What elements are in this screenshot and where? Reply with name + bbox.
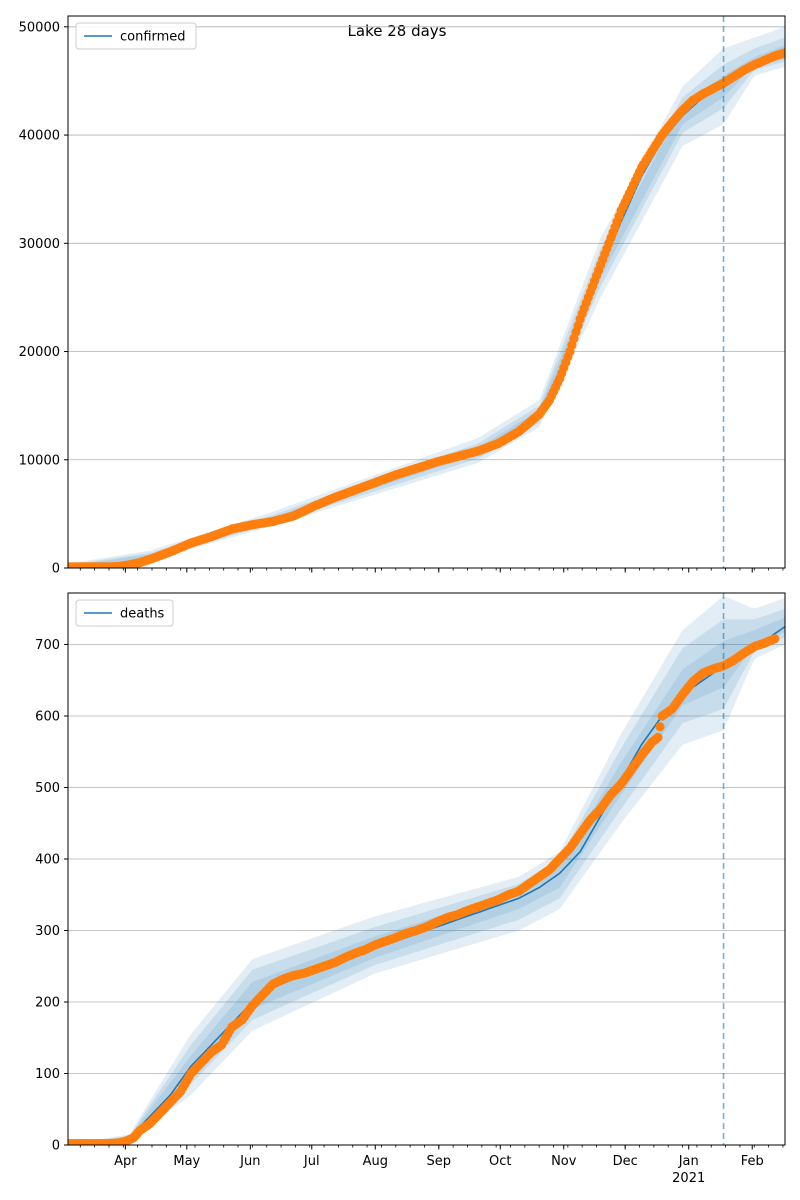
axes-frame <box>67 592 786 1146</box>
observed-point <box>780 48 785 58</box>
y-tick-label: 40000 <box>19 129 60 144</box>
legend-box <box>75 599 174 627</box>
observed-point <box>770 634 780 644</box>
confirmed-plot-area <box>68 16 785 568</box>
uncertainty-band-2 <box>68 45 785 568</box>
x-tick-label-jul: Jul <box>303 1154 320 1169</box>
y-tick-label: 500 <box>35 781 60 796</box>
x-tick-label-feb: Feb <box>741 1154 764 1169</box>
y-tick-label: 100 <box>35 1067 60 1082</box>
x-year-label: 2021 <box>672 1171 705 1186</box>
observed-point <box>653 732 663 743</box>
x-tick-label-dec: Dec <box>613 1154 638 1169</box>
x-tick-label-sep: Sep <box>427 1154 452 1169</box>
y-tick-label: 400 <box>35 852 60 867</box>
observed-point <box>655 722 665 732</box>
x-tick-label-oct: Oct <box>489 1154 511 1169</box>
axes-frame <box>67 15 786 569</box>
deaths-chart: 0 100 200 300 400 500 600 700 Apr May Jun Jul Aug Sep… <box>35 592 786 1186</box>
x-tick-label-nov: Nov <box>551 1154 577 1169</box>
confirmed-chart: 0 10000 20000 30000 40000 50000 confirmed <box>19 15 786 577</box>
x-tick-label-apr: Apr <box>114 1154 137 1169</box>
y-tick-label: 700 <box>35 638 60 653</box>
uncertainty-band-0 <box>68 26 785 568</box>
y-tick-label: 10000 <box>19 453 60 468</box>
x-tick-label-jan: Jan <box>678 1154 699 1169</box>
deaths-plot-area <box>68 593 785 1145</box>
x-tick-label-jun: Jun <box>239 1154 260 1169</box>
legend-label: deaths <box>120 607 165 622</box>
y-tick-label: 0 <box>52 562 60 577</box>
figure-title: Lake 28 days <box>348 22 447 40</box>
y-tick-label: 20000 <box>19 345 60 360</box>
legend-label: confirmed <box>120 30 186 45</box>
y-tick-label: 300 <box>35 924 60 939</box>
x-tick-label-aug: Aug <box>363 1154 388 1169</box>
y-tick-label: 600 <box>35 709 60 724</box>
x-tick-label-may: May <box>173 1154 200 1169</box>
y-tick-label: 0 <box>52 1139 60 1154</box>
y-tick-label: 50000 <box>19 20 60 35</box>
y-tick-label: 30000 <box>19 237 60 252</box>
legend-box <box>75 22 197 50</box>
y-tick-label: 200 <box>35 995 60 1010</box>
